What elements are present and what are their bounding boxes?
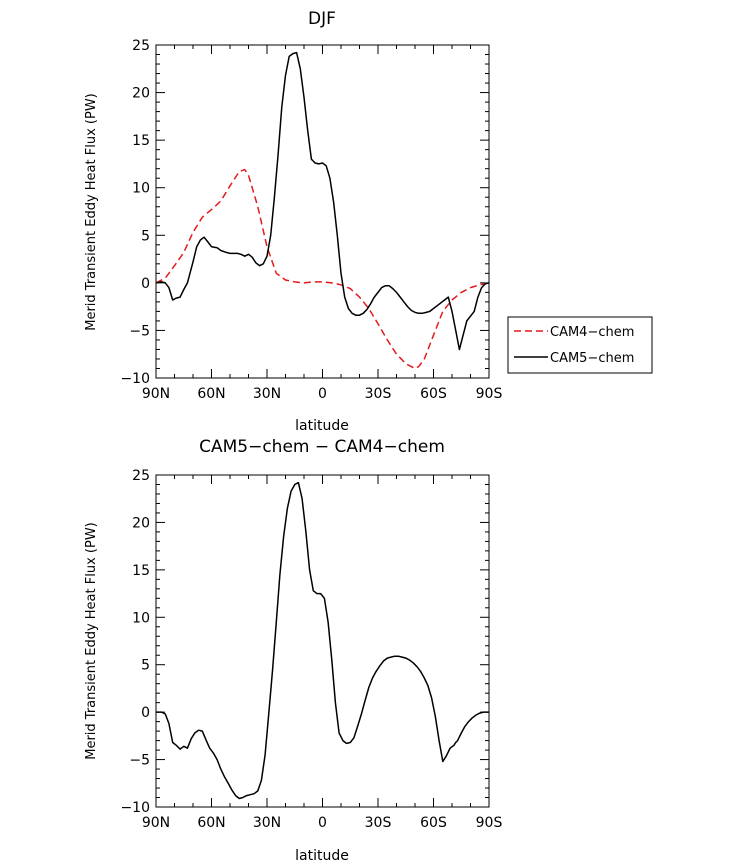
series-line-1 [155, 51, 490, 351]
y-tick-label: 25 [132, 468, 150, 484]
y-axis-label: Merid Transient Eddy Heat Flux (PW) [84, 93, 99, 331]
y-tick-label: −10 [120, 371, 150, 387]
x-tick-label: 60S [420, 815, 447, 831]
y-tick-label: 5 [141, 658, 150, 674]
y-tick-labels: −10 −5 0 5 10 15 20 25 [120, 38, 150, 387]
y-tick-label: −5 [129, 323, 150, 339]
y-tick-label: 0 [141, 705, 150, 721]
series-line-0 [155, 168, 490, 370]
y-tick-label: 15 [132, 133, 150, 149]
y-tick-label: 10 [132, 181, 150, 197]
legend: CAM4−chem CAM5−chem [507, 316, 653, 374]
y-tick-label: 25 [132, 38, 150, 54]
series-line-0 [156, 481, 489, 800]
y-tick-label: 20 [132, 515, 150, 531]
y-tick-label: 10 [132, 610, 150, 626]
x-tick-label: 60N [197, 386, 225, 402]
x-tick-labels: 90N 60N 30N 0 30S 60S 90S [142, 386, 503, 402]
y-axis-label: Merid Transient Eddy Heat Flux (PW) [84, 522, 99, 760]
x-tick-label: 30S [365, 386, 392, 402]
plot-frame [155, 474, 490, 808]
x-tick-label: 30N [253, 386, 281, 402]
x-tick-label: 90N [142, 815, 170, 831]
x-tick-label: 0 [318, 386, 327, 402]
y-tick-labels: −10 −5 0 5 10 15 20 25 [120, 468, 150, 816]
x-axis-label: latitude [295, 848, 349, 864]
x-tick-label: 90S [476, 815, 503, 831]
x-tick-labels: 90N 60N 30N 0 30S 60S 90S [142, 815, 503, 831]
ticks [155, 44, 490, 379]
y-tick-label: −5 [129, 753, 150, 769]
x-tick-label: 60N [197, 815, 225, 831]
legend-box [507, 316, 653, 374]
x-tick-label: 30S [365, 815, 392, 831]
chart-title: CAM5−chem − CAM4−chem [199, 437, 445, 457]
chart-title: DJF [308, 9, 336, 29]
x-tick-label: 0 [318, 815, 327, 831]
series-lines [156, 481, 489, 800]
y-tick-label: −10 [120, 800, 150, 816]
y-tick-label: 5 [141, 228, 150, 244]
y-tick-label: 15 [132, 563, 150, 579]
series-lines [155, 51, 490, 370]
x-tick-label: 30N [253, 815, 281, 831]
x-axis-label: latitude [295, 418, 349, 434]
plot-frame [155, 44, 490, 379]
panel-difference: CAM5−chem − CAM4−chem −10 −5 0 5 10 15 20 25 90… [84, 437, 502, 864]
x-tick-label: 90N [142, 386, 170, 402]
x-tick-label: 90S [476, 386, 503, 402]
x-tick-label: 60S [420, 386, 447, 402]
y-tick-label: 0 [141, 276, 150, 292]
legend-label-cam4: CAM4−chem [550, 325, 634, 340]
ticks [155, 474, 490, 808]
y-tick-label: 20 [132, 86, 150, 102]
legend-label-cam5: CAM5−chem [550, 351, 634, 366]
